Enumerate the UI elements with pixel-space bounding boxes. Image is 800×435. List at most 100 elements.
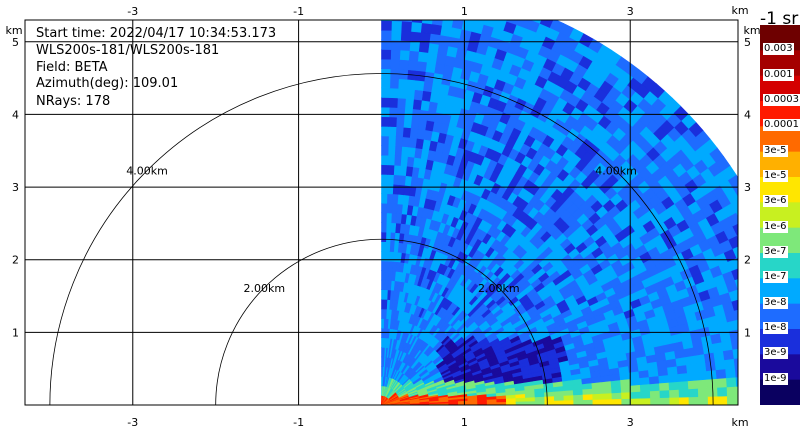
wedge-cell (395, 116, 405, 128)
wedge-cell (640, 397, 651, 405)
wedge-cell (525, 400, 536, 405)
colorbar-label: 3e-6 (763, 195, 788, 208)
wedge-cell (381, 29, 392, 41)
wedge-cell (381, 97, 390, 108)
wedge-cell (669, 396, 680, 405)
wedge-cell (746, 385, 756, 395)
wedge-cell (400, 30, 412, 42)
wedge-cell (747, 283, 759, 296)
wedge-cell (396, 107, 406, 118)
wedge-cell (678, 396, 690, 405)
wedge-cell (553, 395, 565, 401)
wedge-cell (397, 193, 404, 205)
wedge-cell (741, 217, 754, 231)
wedge-cell (483, 20, 496, 28)
wedge-cell (390, 212, 397, 224)
wedge-cell (404, 98, 414, 110)
wedge-cell (434, 0, 446, 6)
colorbar-label: 3e-8 (763, 296, 788, 309)
wedge-cell (658, 374, 670, 384)
wedge-cell (722, 349, 735, 361)
wedge-cell (411, 20, 423, 24)
x-tick-top: -3 (127, 5, 138, 18)
wedge-cell (488, 0, 501, 9)
wedge-cell (650, 397, 661, 405)
wedge-cell (697, 387, 709, 398)
wedge-cell (387, 145, 396, 156)
wedge-cell (582, 399, 594, 405)
wedge-cell (668, 381, 680, 391)
wedge-cell (407, 146, 416, 158)
ring-label-right-0: 2.00km (478, 282, 520, 295)
wedge-cell (384, 270, 389, 281)
wedge-cell (400, 155, 408, 167)
wedge-cell (687, 379, 699, 390)
wedge-cell (451, 20, 464, 30)
wedge-cell (381, 279, 386, 291)
colorbar-label: 1e-8 (763, 322, 788, 334)
wedge-cell (381, 164, 389, 175)
wedge-cell (417, 51, 429, 63)
wedge-cell (695, 362, 707, 373)
wedge-cell (478, 0, 491, 6)
colorbar-label: 1e-5 (763, 170, 788, 182)
wedge-cell (530, 20, 542, 24)
wedge-cell (421, 90, 432, 102)
wedge-cell (717, 395, 728, 405)
wedge-cell (416, 60, 427, 72)
wedge-cell (382, 0, 393, 2)
wedge-cell (396, 97, 406, 109)
wedge-cell (592, 393, 603, 400)
wedge-cell (402, 126, 411, 138)
wedge-cell (394, 135, 403, 147)
wedge-cell (630, 384, 641, 393)
wedge-cell (381, 49, 392, 60)
wedge-cell (428, 33, 441, 45)
wedge-cell (381, 212, 387, 223)
wedge-cell (649, 390, 661, 399)
wedge-cell (611, 398, 623, 405)
wedge-cell (420, 22, 433, 34)
wedge-cell (392, 2, 403, 12)
colorbar-label: 3e-9 (763, 347, 788, 360)
x-tick-top: 1 (461, 5, 468, 18)
wedge-cell (696, 370, 708, 381)
wedge-cell (391, 193, 399, 205)
wedge-cell (735, 376, 738, 387)
wedge-cell (381, 356, 384, 367)
y-tick-right: 2 (744, 254, 751, 267)
wedge-cell (388, 116, 397, 128)
colorbar-label: 0.0003 (763, 94, 800, 106)
wedge-cell (744, 273, 756, 286)
wedge-cell (400, 146, 409, 157)
wedge-cell (381, 337, 384, 348)
wedge-cell (387, 164, 395, 175)
wedge-cell (407, 59, 418, 71)
wedge-cell (732, 245, 738, 259)
wedge-cell (409, 31, 422, 43)
y-unit-left: km (5, 24, 22, 37)
wedge-cell (445, 0, 457, 8)
info-start-time: Start time: 2022/04/17 10:34:53.173 (36, 26, 277, 41)
wedge-cell (457, 0, 470, 1)
wedge-cell (726, 386, 738, 397)
wedge-cell (592, 398, 603, 405)
wedge-cell (413, 0, 425, 4)
wedge-cell (467, 0, 480, 3)
wedge-cell (602, 398, 613, 405)
wedge-cell (398, 174, 406, 186)
wedge-cell (403, 117, 412, 129)
wedge-cell (736, 234, 738, 239)
info-field: Field: BETA (36, 60, 108, 75)
wedge-cell (431, 20, 443, 26)
wedge-cell (554, 399, 565, 405)
x-tick-bottom: -3 (127, 416, 138, 429)
wedge-cell (573, 394, 584, 401)
wedge-cell (601, 392, 613, 400)
wedge-cell (686, 363, 698, 374)
wedge-cell (381, 174, 388, 185)
wedge-cell (630, 397, 642, 405)
wedge-cell (381, 58, 391, 70)
wedge-cell (381, 135, 389, 146)
wedge-cell (686, 371, 698, 382)
